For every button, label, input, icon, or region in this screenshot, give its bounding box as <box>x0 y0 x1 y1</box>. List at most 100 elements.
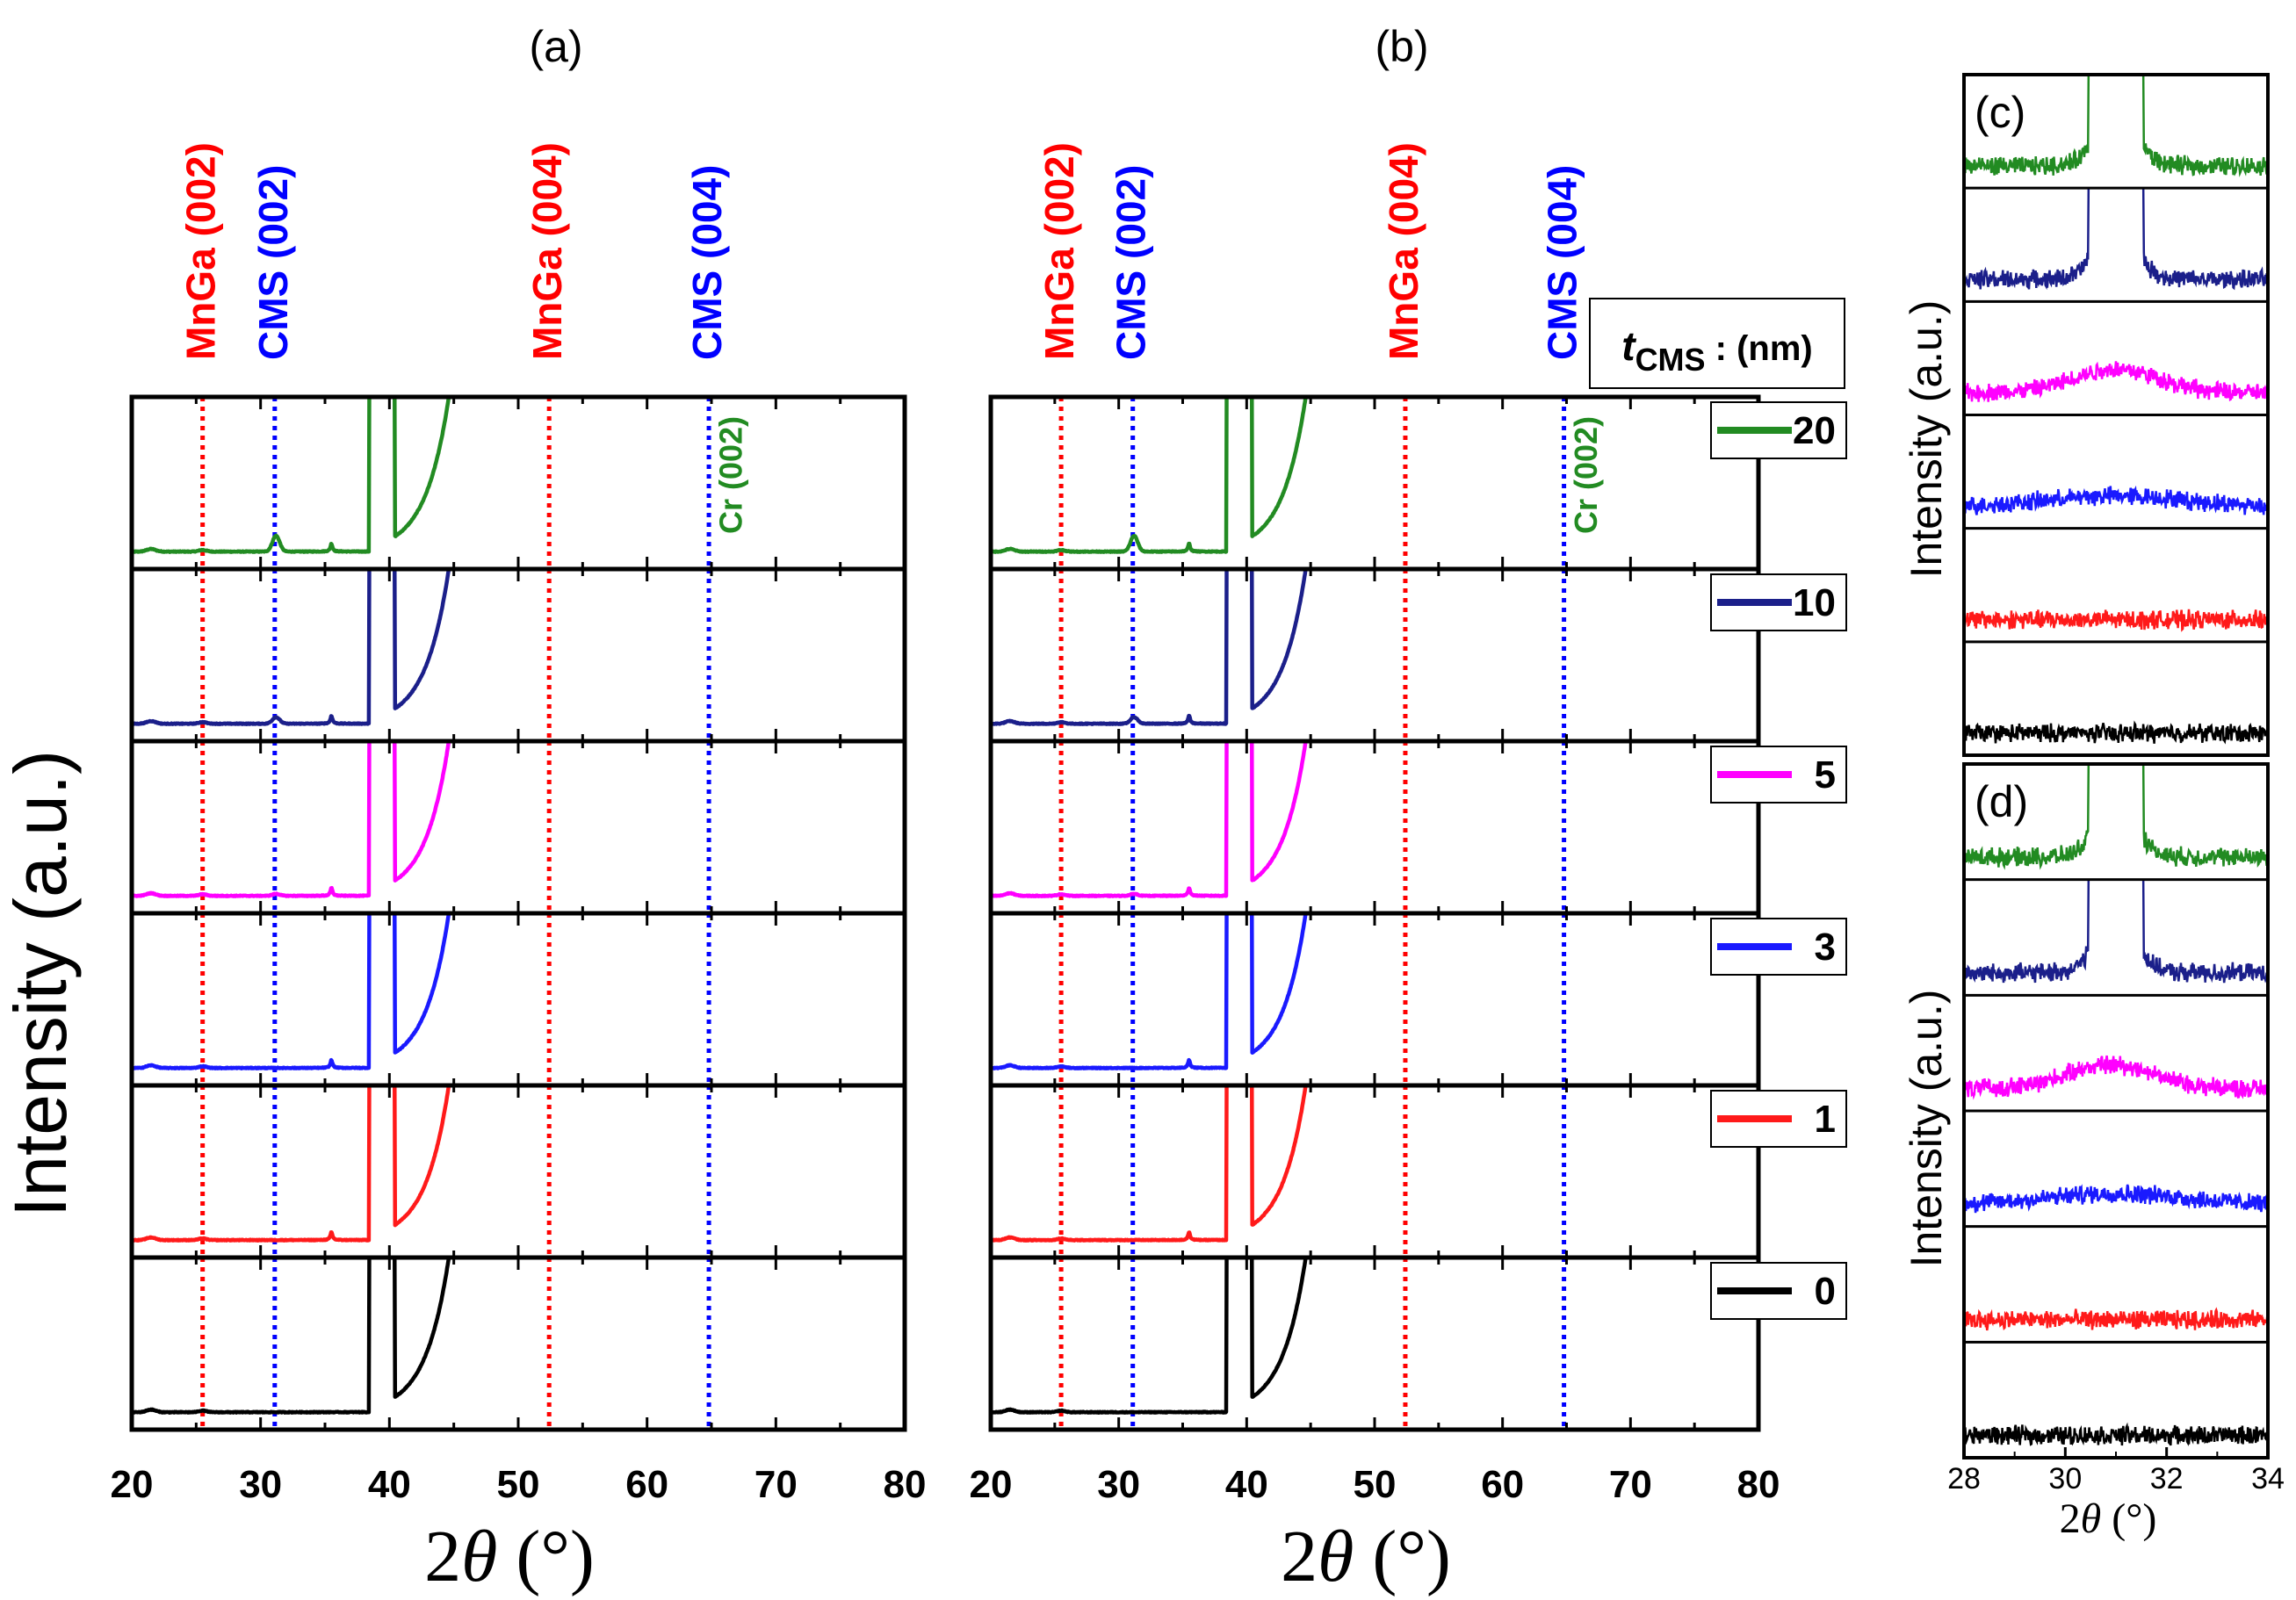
annotation-cr-002: Cr (002) <box>1568 416 1604 534</box>
x-tick-label-70: 70 <box>755 1463 798 1506</box>
zoom-x-tick-label-30: 30 <box>2048 1462 2082 1495</box>
zoom-frame <box>1962 73 2270 757</box>
series-line-0 <box>991 1258 1308 1415</box>
legend-label: 5 <box>1815 753 1836 796</box>
zoom-series-line-1 <box>1964 609 2268 632</box>
zoom-series-line-3 <box>1964 485 2268 515</box>
zoom-series-line-5 <box>1964 361 2268 403</box>
ref-label-cms-002-: CMS (002) <box>1108 165 1154 360</box>
ref-label-mnga-004-: MnGa (004) <box>524 142 570 360</box>
panel-c-label: (c) <box>1975 88 2025 137</box>
x-tick-label-20: 20 <box>970 1463 1013 1506</box>
strip-1 <box>989 1083 1760 1258</box>
x-tick-label-70: 70 <box>1609 1463 1652 1506</box>
series-line-0 <box>132 1258 451 1415</box>
series-line-5 <box>991 741 1308 898</box>
zoom-strip-3 <box>1964 414 2268 515</box>
strip-3 <box>130 911 906 1085</box>
plot-frame <box>129 394 907 1432</box>
series-line-20 <box>991 397 1308 554</box>
legend-entry-20: 20 <box>1710 401 1847 459</box>
strips <box>989 394 1760 1430</box>
zoom-strip-5 <box>1964 993 2268 1100</box>
series-line-3 <box>132 913 451 1070</box>
series-line-5 <box>132 741 451 898</box>
series-line-1 <box>991 1085 1308 1243</box>
strip-3 <box>989 911 1760 1085</box>
legend-entry-5: 5 <box>1710 746 1847 804</box>
zoom-strip-1 <box>1964 527 2268 632</box>
annotation-cr-002: Cr (002) <box>713 416 749 534</box>
ref-label-mnga-002-: MnGa (002) <box>178 142 224 360</box>
panel-b-xlabel: 2θ (°) <box>1281 1516 1451 1597</box>
zoom-series-line-20 <box>1964 75 2268 177</box>
zoom-strip-1 <box>1964 1225 2268 1331</box>
zoom-strip-0 <box>1964 1340 2268 1447</box>
legend-label: 3 <box>1815 926 1836 969</box>
series-line-20 <box>132 397 451 554</box>
legend-label: 0 <box>1815 1270 1836 1313</box>
zoom-series-line-3 <box>1964 1184 2268 1214</box>
x-tick-label-80: 80 <box>884 1463 927 1506</box>
x-tick-label-50: 50 <box>1354 1463 1397 1506</box>
ref-label-cms-004-: CMS (004) <box>1540 165 1585 360</box>
ref-label-cms-004-: CMS (004) <box>684 165 730 360</box>
panel-d-ylabel: Intensity (a.u.) <box>1902 990 1951 1268</box>
strip-20 <box>989 394 1760 569</box>
panel-a-xlabel: 2θ (°) <box>424 1516 595 1597</box>
ref-label-mnga-004-: MnGa (004) <box>1381 142 1426 360</box>
zoom-series-line-10 <box>1964 188 2268 291</box>
zoom-x-tick-label-28: 28 <box>1947 1462 1981 1495</box>
legend-label: 20 <box>1793 409 1836 452</box>
x-tick-label-30: 30 <box>239 1463 282 1506</box>
strip-10 <box>989 566 1760 741</box>
x-tick-label-50: 50 <box>497 1463 540 1506</box>
ref-label-mnga-002-: MnGa (002) <box>1036 142 1082 360</box>
strip-10 <box>130 566 906 741</box>
legend-entry-0: 0 <box>1710 1262 1847 1320</box>
zoom-x-tick-label-32: 32 <box>2150 1462 2184 1495</box>
zoom-series-line-1 <box>1964 1307 2268 1331</box>
zoom-x-tick-label-34: 34 <box>2251 1462 2285 1495</box>
series-line-3 <box>991 913 1308 1070</box>
plot-frame <box>988 394 1761 1432</box>
zoom-strip-0 <box>1964 640 2268 745</box>
series-line-1 <box>132 1085 451 1243</box>
legend-title: tCMS : (nm) <box>1621 323 1813 378</box>
zoom-strip-5 <box>1964 299 2268 403</box>
strip-0 <box>989 1255 1760 1430</box>
legend-title-box: tCMS : (nm) <box>1589 298 1845 389</box>
zoom-series-line-10 <box>1964 879 2268 984</box>
zoom-series-line-0 <box>1964 1422 2268 1447</box>
panel-d-label: (d) <box>1975 777 2028 826</box>
legend-entry-3: 3 <box>1710 918 1847 976</box>
strip-0 <box>130 1255 906 1430</box>
zoom-series-line-0 <box>1964 720 2268 745</box>
legend-entry-1: 1 <box>1710 1090 1847 1148</box>
series-line-10 <box>132 569 451 726</box>
panel-b: 20 30 40 50 60 70 80 MnGa (002) CMS (002) MnGa (0… <box>970 142 1780 1506</box>
x-tick-label-40: 40 <box>1225 1463 1268 1506</box>
x-tick-label-60: 60 <box>1481 1463 1524 1506</box>
x-tick-label-30: 30 <box>1097 1463 1140 1506</box>
x-tick-label-60: 60 <box>625 1463 668 1506</box>
panel-c <box>1962 73 2270 757</box>
panel-a-label: (a) <box>529 22 582 71</box>
panel-d: 28 30 32 34 <box>1947 762 2285 1495</box>
panel-a: 20 30 40 50 60 70 80 MnGa (002) CMS (002) MnGa (0… <box>111 142 927 1506</box>
zoom-series-line-5 <box>1964 1055 2268 1100</box>
strip-1 <box>130 1083 906 1258</box>
strip-20 <box>130 394 906 569</box>
panel-b-label: (b) <box>1375 22 1428 71</box>
x-tick-label-40: 40 <box>368 1463 411 1506</box>
zoom-strip-10 <box>1964 186 2268 291</box>
panel-d-xlabel: 2θ (°) <box>2060 1495 2157 1542</box>
legend-label: 10 <box>1793 581 1836 624</box>
strip-5 <box>989 739 1760 913</box>
panel-a-ylabel: Intensity (a.u.) <box>0 750 82 1217</box>
x-tick-label-80: 80 <box>1737 1463 1780 1506</box>
strip-5 <box>130 739 906 913</box>
panel-c-ylabel: Intensity (a.u.) <box>1902 300 1951 579</box>
ref-label-cms-002-: CMS (002) <box>250 165 296 360</box>
